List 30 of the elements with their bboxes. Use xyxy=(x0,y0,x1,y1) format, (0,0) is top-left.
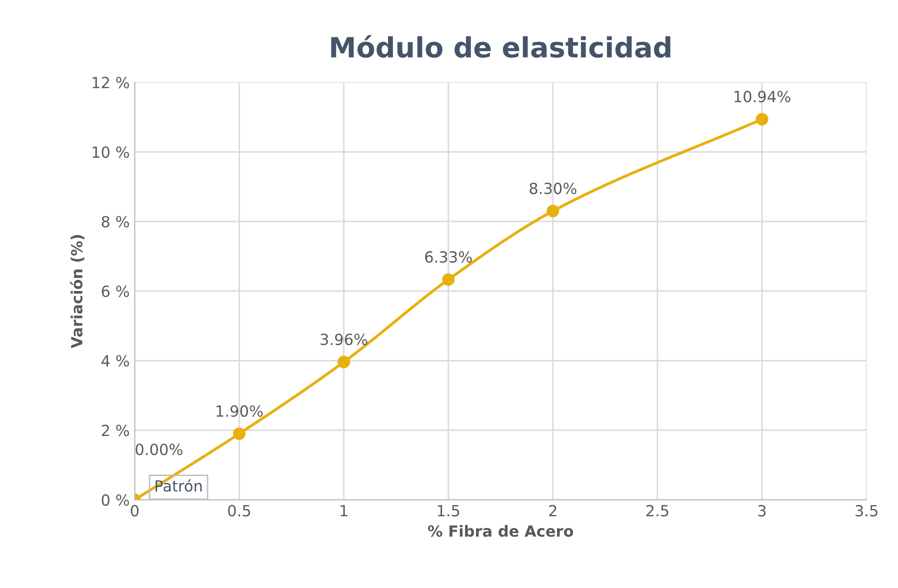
annotation: Patrón xyxy=(156,479,202,492)
y-tick-label: 4 % xyxy=(101,355,129,367)
y-tick-label: 8 % xyxy=(102,216,129,228)
y-tick-label: 12 % xyxy=(92,76,129,88)
x-tick-label: 3 xyxy=(758,504,766,516)
x-tick-label: 1.5 xyxy=(438,505,460,516)
y-axis-title: Variación (%) xyxy=(70,235,84,348)
point xyxy=(442,273,455,286)
x-axis-title: % Fibra de Acero xyxy=(428,525,574,537)
x-tick-label: 2.5 xyxy=(646,504,668,516)
y-tick-label: 6 % xyxy=(102,286,129,298)
data-label: 0.00% xyxy=(136,444,182,456)
y-tick-label: 0 % xyxy=(102,494,129,506)
point xyxy=(338,356,350,368)
data-label: 6.33% xyxy=(425,251,472,263)
data-label: 1.90% xyxy=(216,405,263,417)
y-tick-label: 2 % xyxy=(102,424,129,436)
point xyxy=(233,427,246,440)
data-label: 8.30% xyxy=(530,182,576,194)
x-tick-label: 2 xyxy=(549,504,556,516)
y-tick-label: 10 % xyxy=(92,146,129,158)
x-tick-label: 0.5 xyxy=(228,504,250,516)
point xyxy=(546,204,560,218)
x-tick-label: 1 xyxy=(340,505,348,516)
data-label: 3.96% xyxy=(320,334,368,346)
point xyxy=(756,112,768,126)
data-label: 10.94% xyxy=(734,90,790,102)
x-tick-label: 0 xyxy=(130,504,139,516)
chart-title: Módulo de elasticidad xyxy=(331,35,670,58)
x-tick-label: 3.5 xyxy=(856,504,878,516)
